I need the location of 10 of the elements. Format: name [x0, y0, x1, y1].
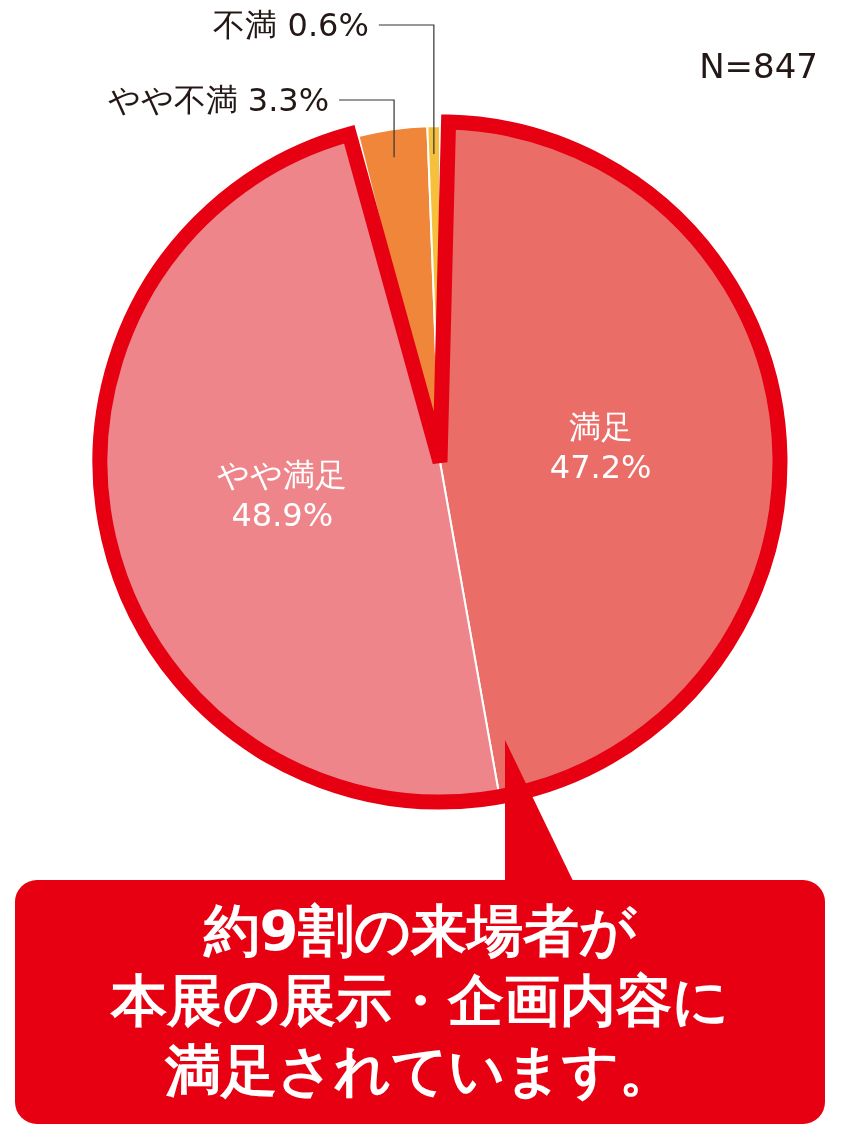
slice-label: やや満足 — [217, 455, 348, 494]
text: N=847 — [699, 46, 818, 86]
text: 約9割の来場者が — [202, 898, 639, 963]
slice-label: やや不満 3.3% — [107, 81, 330, 119]
data-label: 48.9% — [231, 495, 334, 534]
slice-label: 満足 — [568, 407, 633, 446]
text: 満足されています。 — [164, 1038, 675, 1103]
data-label: 47.2% — [549, 447, 652, 486]
slice-label: 不満 0.6% — [213, 6, 369, 44]
text: 本展の展示・企画内容に — [109, 968, 729, 1033]
